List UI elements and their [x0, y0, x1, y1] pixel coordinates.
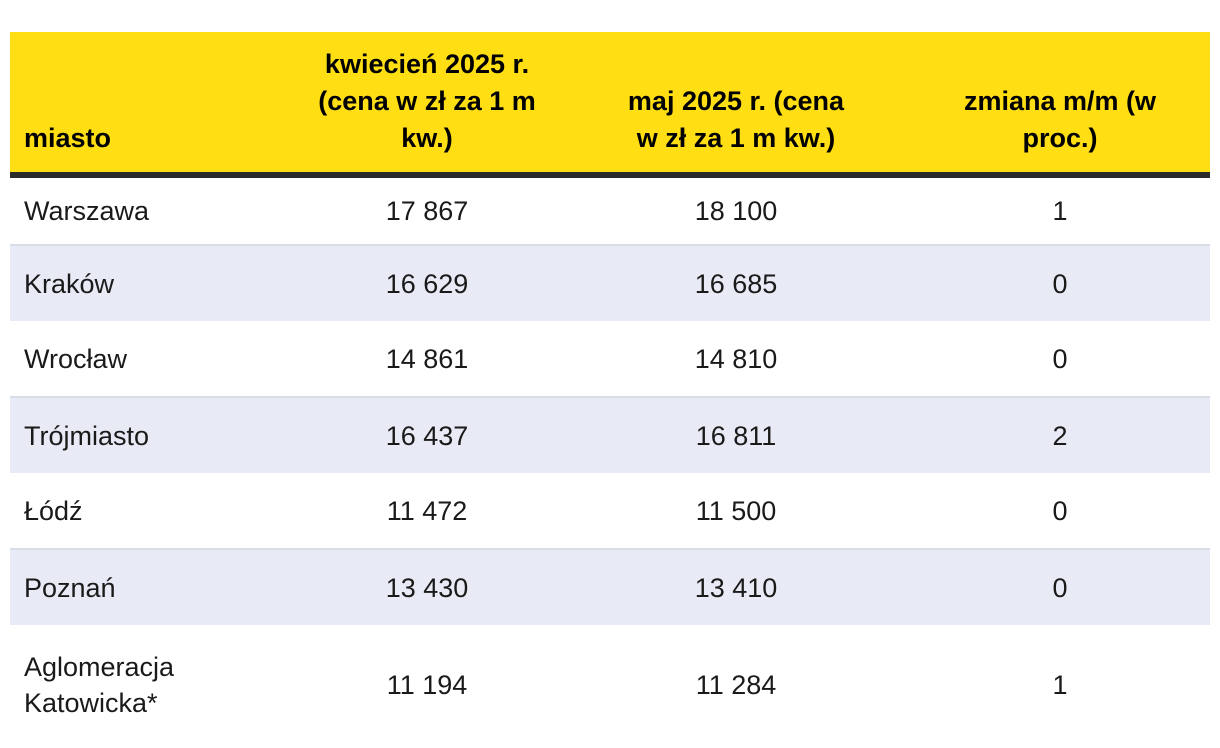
- city-cell: Kraków: [10, 244, 292, 321]
- change-cell: 0: [910, 244, 1210, 321]
- column-header-label: miasto: [24, 123, 112, 153]
- april-price-cell: 16 437: [292, 396, 562, 473]
- april-price-cell: 14 861: [385, 343, 469, 374]
- column-header-miasto: miasto: [10, 32, 292, 178]
- april-price-cell: 11 194: [386, 670, 468, 700]
- change-cell: 1: [1052, 670, 1068, 700]
- may-price-cell: 16 685: [562, 244, 910, 321]
- table-row-warszawa: Warszawa 17 867 18 100 1: [10, 175, 1210, 245]
- may-price-cell: 13 410: [562, 548, 910, 625]
- table-row-wroclaw: Wrocław 14 861 14 810 0: [10, 321, 1210, 397]
- change-cell: 1: [1052, 196, 1068, 226]
- change-cell: 2: [910, 396, 1210, 473]
- table-row-trojmiasto: Trójmiasto 16 437 16 811 2: [10, 396, 1210, 473]
- header-row: miasto kwiecień 2025 r. (cena w zł za 1 …: [10, 32, 1210, 178]
- april-price-cell: 16 629: [292, 244, 562, 321]
- table-row-lodz: Łódź 11 472 11 500 0: [10, 473, 1210, 549]
- change-cell: 0: [910, 548, 1210, 625]
- may-price-cell: 18 100: [694, 196, 778, 226]
- table-body: Warszawa 17 867 18 100 1 Kraków 16 629 1…: [10, 175, 1210, 745]
- column-header-april-2025: kwiecień 2025 r. (cena w zł za 1 m kw.): [292, 32, 562, 178]
- column-header-label: kwiecień 2025 r. (cena w zł za 1 m kw.): [318, 49, 536, 153]
- column-header-change-mm: zmiana m/m (w proc.): [910, 32, 1210, 178]
- table-header: miasto kwiecień 2025 r. (cena w zł za 1 …: [10, 32, 1210, 178]
- city-cell: Aglomeracja Katowicka*: [24, 652, 175, 718]
- column-header-label: maj 2025 r. (cena w zł za 1 m kw.): [627, 86, 845, 153]
- city-cell: Wrocław: [24, 343, 128, 374]
- city-cell: Warszawa: [24, 196, 150, 226]
- april-price-cell: 13 430: [292, 548, 562, 625]
- change-cell: 0: [1052, 343, 1068, 374]
- column-header-label: zmiana m/m (w proc.): [963, 86, 1157, 153]
- table-row-poznan: Poznań 13 430 13 410 0: [10, 548, 1210, 625]
- may-price-cell: 11 500: [695, 495, 777, 526]
- table-row-krakow: Kraków 16 629 16 685 0: [10, 244, 1210, 321]
- city-cell: Poznań: [10, 548, 292, 625]
- change-cell: 0: [1052, 495, 1068, 526]
- city-cell: Trójmiasto: [10, 396, 292, 473]
- housing-price-table: miasto kwiecień 2025 r. (cena w zł za 1 …: [10, 32, 1210, 745]
- may-price-cell: 14 810: [694, 343, 778, 374]
- city-cell: Łódź: [24, 495, 83, 526]
- may-price-cell: 16 811: [562, 396, 910, 473]
- may-price-cell: 11 284: [695, 670, 777, 700]
- april-price-cell: 11 472: [386, 495, 468, 526]
- column-header-may-2025: maj 2025 r. (cena w zł za 1 m kw.): [562, 32, 910, 178]
- april-price-cell: 17 867: [385, 196, 469, 226]
- table-row-aglomeracja-katowicka: Aglomeracja Katowicka* 11 194 11 284 1: [10, 625, 1210, 745]
